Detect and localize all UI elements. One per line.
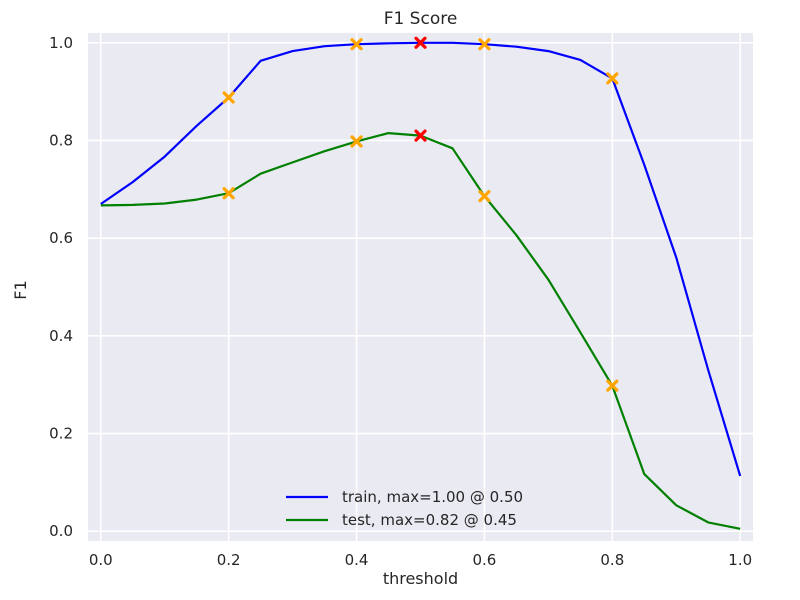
grid (88, 33, 753, 541)
x-axis-label: threshold (383, 569, 458, 588)
marker-stroke (606, 72, 619, 85)
x-axis-ticks: 0.0 0.2 0.4 0.6 0.8 1.0 (89, 551, 752, 569)
y-tick-label: 0.4 (49, 327, 73, 345)
threshold-marker (606, 72, 619, 85)
y-tick-label: 0.2 (49, 425, 73, 443)
x-tick-label: 0.2 (217, 551, 241, 569)
x-tick-label: 0.4 (345, 551, 369, 569)
marker-stroke (606, 379, 619, 392)
x-tick-label: 0.8 (600, 551, 624, 569)
marker-stroke (414, 129, 427, 142)
x-tick-label: 0.0 (89, 551, 113, 569)
chart-title: F1 Score (384, 9, 458, 29)
x-tick-label: 0.6 (473, 551, 497, 569)
marker-stroke (478, 38, 491, 51)
y-tick-label: 0.0 (49, 522, 73, 540)
plot-background (88, 33, 753, 541)
y-tick-label: 1.0 (49, 34, 73, 52)
threshold-marker (478, 38, 491, 51)
threshold-marker (350, 38, 363, 51)
y-axis-ticks: 0.0 0.2 0.4 0.6 0.8 1.0 (49, 34, 73, 540)
marker-stroke (350, 38, 363, 51)
threshold-marker (350, 135, 363, 148)
y-tick-label: 0.6 (49, 229, 73, 247)
threshold-marker (222, 91, 235, 104)
threshold-marker (414, 129, 427, 142)
markers (222, 36, 619, 392)
threshold-marker (606, 379, 619, 392)
legend: train, max=1.00 @ 0.50 test, max=0.82 @ … (286, 488, 523, 529)
legend-label-test: test, max=0.82 @ 0.45 (342, 511, 517, 529)
threshold-marker (478, 190, 491, 203)
marker-stroke (350, 135, 363, 148)
marker-stroke (478, 190, 491, 203)
threshold-marker (222, 187, 235, 200)
marker-stroke (222, 187, 235, 200)
marker-stroke (222, 91, 235, 104)
threshold-marker (414, 36, 427, 49)
legend-label-train: train, max=1.00 @ 0.50 (342, 488, 523, 506)
x-tick-label: 1.0 (728, 551, 752, 569)
y-axis-label: F1 (11, 280, 30, 299)
marker-stroke (414, 36, 427, 49)
y-tick-label: 0.8 (49, 131, 73, 149)
